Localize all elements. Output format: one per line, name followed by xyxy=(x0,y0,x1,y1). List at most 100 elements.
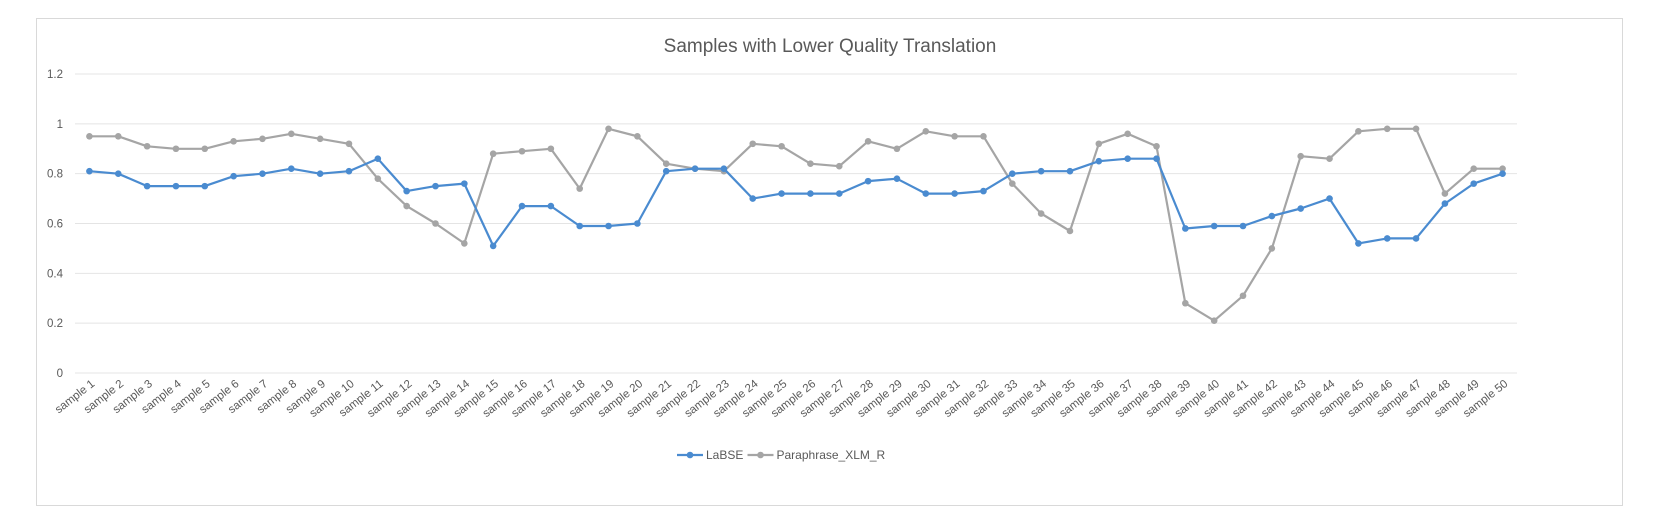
data-point xyxy=(778,190,785,197)
data-point xyxy=(1210,317,1218,324)
data-point xyxy=(230,172,237,180)
data-point xyxy=(749,140,757,148)
data-point xyxy=(1066,227,1074,235)
y-tick-label: 0 xyxy=(57,368,63,380)
data-point xyxy=(662,160,670,167)
data-point xyxy=(172,182,180,190)
data-point xyxy=(143,182,151,190)
data-point xyxy=(114,170,122,177)
gridlines xyxy=(75,73,1517,374)
data-point xyxy=(980,132,987,140)
data-point xyxy=(980,187,987,195)
data-point xyxy=(1441,200,1449,207)
y-tick-label: 0.6 xyxy=(47,219,63,231)
chart-area: Samples with Lower Quality Translation 0… xyxy=(36,18,1623,506)
data-point xyxy=(489,150,497,158)
data-point xyxy=(1326,195,1333,202)
data-point xyxy=(403,187,410,195)
data-point xyxy=(1182,225,1189,232)
data-point xyxy=(1239,222,1247,230)
series-paraphrase-xlm-r xyxy=(86,125,1506,324)
data-point xyxy=(518,202,526,210)
data-point xyxy=(316,170,324,177)
data-point xyxy=(461,180,468,187)
data-point xyxy=(345,140,353,148)
series-labse xyxy=(86,155,1506,250)
y-tick-label: 0.8 xyxy=(47,169,63,181)
data-point xyxy=(778,142,785,150)
data-point xyxy=(1095,157,1103,165)
y-tick-label: 1.2 xyxy=(47,69,63,81)
data-point xyxy=(1124,130,1131,138)
data-point xyxy=(864,137,872,145)
data-point xyxy=(86,167,93,175)
data-point xyxy=(1326,155,1333,163)
data-point xyxy=(951,190,958,197)
data-point xyxy=(374,155,382,163)
data-point xyxy=(172,145,180,153)
data-point xyxy=(807,190,814,197)
data-point xyxy=(432,182,439,190)
data-point xyxy=(1441,190,1449,197)
data-point xyxy=(288,130,295,138)
legend: LaBSE Paraphrase_XLM_R xyxy=(677,448,886,462)
legend-item: Paraphrase_XLM_R xyxy=(747,448,886,462)
data-point xyxy=(1355,240,1362,247)
data-point xyxy=(634,220,641,227)
data-point xyxy=(1009,180,1016,187)
legend-label: Paraphrase_XLM_R xyxy=(777,448,886,462)
data-point xyxy=(201,182,209,190)
legend-item: LaBSE xyxy=(677,448,743,462)
data-point xyxy=(1066,167,1074,175)
data-point xyxy=(1383,125,1391,133)
series-line xyxy=(89,157,1503,247)
data-point xyxy=(691,165,699,172)
data-point xyxy=(1355,128,1362,135)
data-point xyxy=(1153,142,1160,150)
data-point xyxy=(893,145,901,153)
y-tick-label: 1 xyxy=(57,119,63,131)
data-point xyxy=(86,132,93,140)
data-point xyxy=(1239,292,1247,300)
data-point xyxy=(288,165,295,172)
data-point xyxy=(201,145,209,153)
data-point xyxy=(345,167,353,175)
data-point xyxy=(1412,235,1420,242)
y-axis-ticks: 0 0.2 0.4 0.6 0.8 1 1.2 xyxy=(47,69,64,380)
data-point xyxy=(1095,140,1103,148)
data-point xyxy=(230,137,237,145)
data-point xyxy=(259,135,266,143)
data-point xyxy=(432,220,439,227)
data-point xyxy=(1383,235,1391,242)
data-point xyxy=(1009,170,1016,177)
data-point xyxy=(662,167,670,175)
data-point xyxy=(749,195,757,202)
data-point xyxy=(893,175,901,182)
data-point xyxy=(403,202,410,210)
data-point xyxy=(835,190,843,197)
data-point xyxy=(951,132,958,140)
data-point xyxy=(143,142,151,150)
data-point xyxy=(922,128,930,135)
data-point xyxy=(720,165,728,172)
data-point xyxy=(576,222,583,230)
data-point xyxy=(1210,222,1218,230)
data-point xyxy=(547,202,555,210)
data-point xyxy=(489,242,497,250)
data-point xyxy=(1297,205,1304,212)
data-point xyxy=(576,185,583,192)
data-point xyxy=(1470,180,1478,187)
data-point xyxy=(1037,210,1045,217)
data-point xyxy=(864,177,872,185)
legend-label: LaBSE xyxy=(706,448,743,462)
data-point xyxy=(1268,245,1276,252)
legend-marker xyxy=(757,451,764,459)
data-point xyxy=(461,240,468,247)
y-tick-label: 0.2 xyxy=(47,318,63,330)
data-point xyxy=(1268,212,1276,220)
data-point xyxy=(807,160,814,167)
data-point xyxy=(922,190,930,197)
data-point xyxy=(605,125,612,133)
data-point xyxy=(1297,152,1304,160)
